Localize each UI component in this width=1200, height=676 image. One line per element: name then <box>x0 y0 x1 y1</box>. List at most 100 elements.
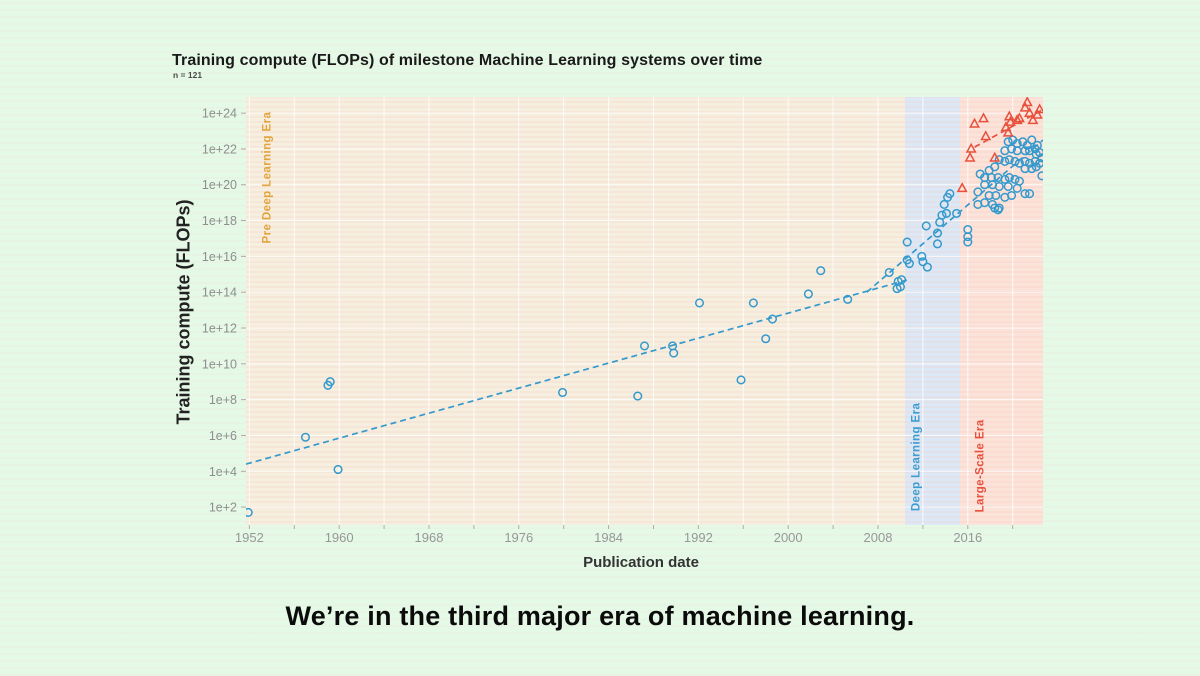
data-point-triangle <box>964 151 976 162</box>
data-point-circle <box>1031 162 1041 172</box>
data-point-circle <box>558 387 568 398</box>
data-point-circle <box>904 258 914 269</box>
era-label-pre-deep-learning-era: Pre Deep Learning Era <box>262 112 274 244</box>
data-point-circle <box>1007 190 1017 201</box>
chart-title: Training compute (FLOPs) of milestone Ma… <box>172 52 763 69</box>
data-point-circle <box>1022 140 1032 150</box>
data-point-triangle <box>969 117 980 128</box>
data-point-circle <box>843 294 853 304</box>
data-point-circle <box>1027 164 1037 174</box>
data-point-circle <box>694 298 705 308</box>
x-tick-label-1968: 1968 <box>415 530 444 545</box>
data-point-circle <box>1031 149 1041 159</box>
data-point-circle <box>922 262 932 272</box>
data-point-circle <box>884 267 894 278</box>
data-point-circle <box>994 203 1004 213</box>
data-point-triangle <box>1000 121 1012 132</box>
y-tick-label-1e+16: 1e+16 <box>202 250 237 264</box>
y-tick-label-1e+10: 1e+10 <box>202 357 237 371</box>
data-point-circle <box>939 199 949 209</box>
data-point-circle <box>1014 158 1024 168</box>
data-point-circle <box>816 266 826 276</box>
data-point-circle <box>937 210 947 220</box>
trendline-pre-deep-learning-trend <box>246 278 909 465</box>
y-tick-label-1e+14: 1e+14 <box>202 286 237 300</box>
data-point-circle <box>639 341 650 351</box>
data-point-triangle <box>1019 101 1031 112</box>
data-point-circle <box>1020 189 1030 199</box>
data-point-circle <box>1003 181 1013 192</box>
data-point-circle <box>902 237 912 247</box>
data-point-circle <box>1010 174 1020 184</box>
x-tick-label-1952: 1952 <box>235 530 264 545</box>
data-point-circle <box>1004 155 1014 165</box>
data-point-circle <box>892 284 902 294</box>
y-tick-label-1e+8: 1e+8 <box>209 393 237 407</box>
data-point-circle <box>1010 156 1020 167</box>
data-point-circle <box>963 237 973 247</box>
data-point-triangle <box>1004 115 1016 126</box>
y-tick-label-1e+22: 1e+22 <box>202 142 237 156</box>
data-point-triangle <box>1002 126 1014 137</box>
data-point-circle <box>1003 137 1013 147</box>
x-tick-label-1992: 1992 <box>684 530 713 545</box>
data-point-triangle <box>989 151 1001 162</box>
data-point-circle <box>300 432 311 442</box>
data-point-circle <box>633 391 643 401</box>
data-point-circle <box>1000 146 1010 156</box>
x-tick-label-1984: 1984 <box>594 530 623 545</box>
data-point-circle <box>803 289 813 299</box>
data-point-circle <box>932 239 943 249</box>
x-tick-label-1960: 1960 <box>325 530 354 545</box>
data-point-circle <box>1027 135 1037 145</box>
data-point-circle <box>991 190 1001 201</box>
data-point-circle <box>973 187 983 197</box>
x-tick-label-2008: 2008 <box>864 530 893 545</box>
axis-ticks <box>241 112 1014 529</box>
data-point-circle <box>918 257 928 267</box>
data-point-circle <box>1020 164 1030 174</box>
data-point-circle <box>761 334 771 344</box>
caption: We’re in the third major era of machine … <box>285 601 915 631</box>
data-point-triangle <box>956 182 968 193</box>
data-point-circle <box>1024 158 1035 168</box>
data-point-circle <box>1000 156 1010 167</box>
data-point-circle <box>1020 146 1030 156</box>
data-point-triangle <box>980 130 992 141</box>
data-point-circle <box>994 181 1004 192</box>
x-axis-title: Publication date <box>583 554 699 571</box>
data-point-circle <box>984 190 994 201</box>
y-tick-label-1e+18: 1e+18 <box>202 214 237 228</box>
data-point-triangle <box>978 112 989 123</box>
data-point-triangle <box>1013 112 1025 123</box>
data-point-triangle <box>1021 97 1033 107</box>
series-large-scale-models <box>956 97 1043 193</box>
y-tick-label-1e+4: 1e+4 <box>209 465 237 479</box>
data-point-triangle <box>1011 114 1023 125</box>
data-point-circle <box>932 228 943 238</box>
data-point-circle <box>325 377 335 387</box>
y-axis-title: Training compute (FLOPs) <box>173 199 194 425</box>
y-tick-label-1e+24: 1e+24 <box>202 107 237 121</box>
era-label-large-scale-era: Large-Scale Era <box>975 419 987 512</box>
data-point-circle <box>767 314 778 324</box>
data-point-circle <box>917 251 927 261</box>
data-point-triangle <box>1034 103 1043 114</box>
data-point-circle <box>1024 189 1035 199</box>
data-point-triangle <box>1027 114 1039 125</box>
x-tick-label-2000: 2000 <box>774 530 803 545</box>
y-tick-label-1e+2: 1e+2 <box>209 501 237 515</box>
data-point-triangle <box>1031 108 1043 119</box>
data-point-circle <box>963 232 973 242</box>
data-point-triangle <box>965 142 977 153</box>
series-milestone-ml-systems-regular-scale <box>246 135 1043 518</box>
sample-size-note: n = 121 <box>173 70 203 80</box>
gridlines <box>246 97 1043 525</box>
data-point-circle <box>1012 183 1022 193</box>
data-point-circle <box>1024 146 1035 156</box>
plot-background-texture <box>246 97 1043 525</box>
data-point-circle <box>1037 171 1043 181</box>
data-point-circle <box>748 298 758 308</box>
